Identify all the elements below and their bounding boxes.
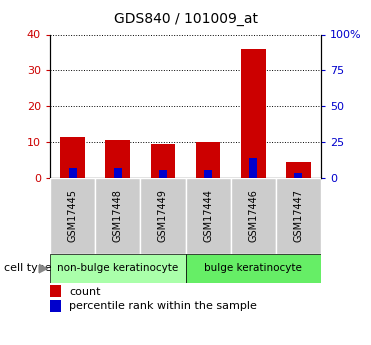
Bar	[186, 178, 231, 254]
Bar	[159, 170, 167, 178]
Bar	[114, 168, 122, 178]
Text: GSM17445: GSM17445	[68, 189, 78, 242]
Text: ▶: ▶	[39, 262, 48, 275]
Bar	[50, 300, 61, 312]
Bar	[186, 254, 321, 283]
Bar	[204, 170, 212, 178]
Bar	[50, 285, 61, 297]
Text: count: count	[69, 287, 101, 297]
Text: cell type: cell type	[4, 263, 51, 273]
Text: GSM17449: GSM17449	[158, 189, 168, 242]
Bar	[105, 140, 130, 178]
Text: GDS840 / 101009_at: GDS840 / 101009_at	[114, 12, 257, 26]
Bar	[294, 174, 302, 178]
Text: GSM17444: GSM17444	[203, 189, 213, 242]
Bar	[241, 49, 266, 178]
Bar	[151, 144, 175, 178]
Text: non-bulge keratinocyte: non-bulge keratinocyte	[57, 263, 178, 273]
Text: GSM17447: GSM17447	[293, 189, 303, 242]
Bar	[50, 254, 186, 283]
Text: bulge keratinocyte: bulge keratinocyte	[204, 263, 302, 273]
Bar	[50, 178, 95, 254]
Bar	[286, 161, 311, 178]
Text: percentile rank within the sample: percentile rank within the sample	[69, 301, 257, 311]
Bar	[276, 178, 321, 254]
Bar	[249, 158, 257, 178]
Bar	[69, 168, 77, 178]
Text: GSM17446: GSM17446	[248, 189, 258, 242]
Bar	[95, 178, 140, 254]
Bar	[140, 178, 186, 254]
Bar	[231, 178, 276, 254]
Text: GSM17448: GSM17448	[113, 189, 123, 242]
Bar	[196, 142, 220, 178]
Bar	[60, 137, 85, 178]
